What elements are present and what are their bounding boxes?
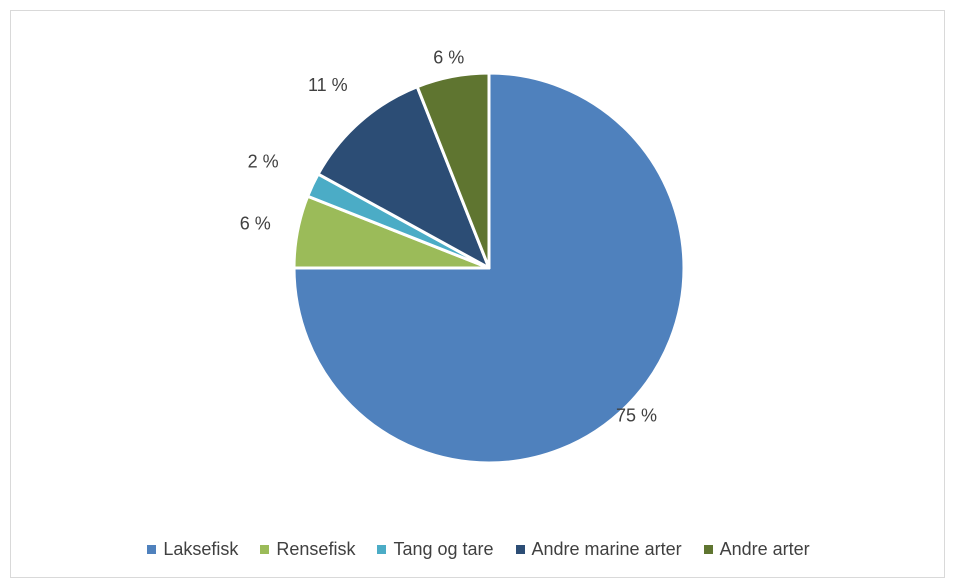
legend-label-tang-og-tare: Tang og tare bbox=[393, 538, 494, 559]
legend-label-andre-arter: Andre arter bbox=[719, 538, 810, 559]
pie-slices bbox=[292, 71, 686, 465]
data-label-andre-arter: 6 % bbox=[433, 47, 464, 67]
pie-slice-andre-marine-arter bbox=[316, 85, 491, 270]
legend-item-rensefisk: Rensefisk bbox=[260, 539, 355, 560]
data-label-rensefisk: 6 % bbox=[240, 213, 271, 233]
pie-data-labels: 75 % 6 % 2 % 11 % 6 % bbox=[240, 47, 657, 425]
legend-label-andre-marine-arter: Andre marine arter bbox=[531, 538, 682, 559]
legend-swatch-rensefisk bbox=[260, 544, 270, 554]
chart-legend: Laksefisk Rensefisk Tang og tare Andre mari… bbox=[0, 536, 957, 562]
legend-swatch-andre-marine-arter bbox=[515, 544, 525, 554]
data-label-tang-og-tare: 2 % bbox=[248, 152, 279, 172]
data-label-laksefisk: 75 % bbox=[616, 406, 657, 426]
pie-slice-laksefisk bbox=[292, 71, 686, 465]
pie-slice-andre-arter bbox=[415, 71, 491, 270]
legend-item-andre-marine-arter: Andre marine arter bbox=[515, 538, 682, 560]
legend-item-tang-og-tare: Tang og tare bbox=[377, 538, 494, 560]
legend-item-laksefisk: Laksefisk bbox=[147, 539, 238, 560]
legend-swatch-andre-arter bbox=[703, 544, 713, 554]
legend-label-rensefisk: Rensefisk bbox=[276, 538, 356, 559]
legend-swatch-laksefisk bbox=[147, 544, 157, 554]
data-label-andre-marine-arter: 11 % bbox=[308, 75, 348, 95]
legend-label-laksefisk: Laksefisk bbox=[163, 538, 239, 559]
legend-item-andre-arter: Andre arter bbox=[703, 538, 810, 560]
legend-swatch-tang-og-tare bbox=[377, 544, 387, 554]
